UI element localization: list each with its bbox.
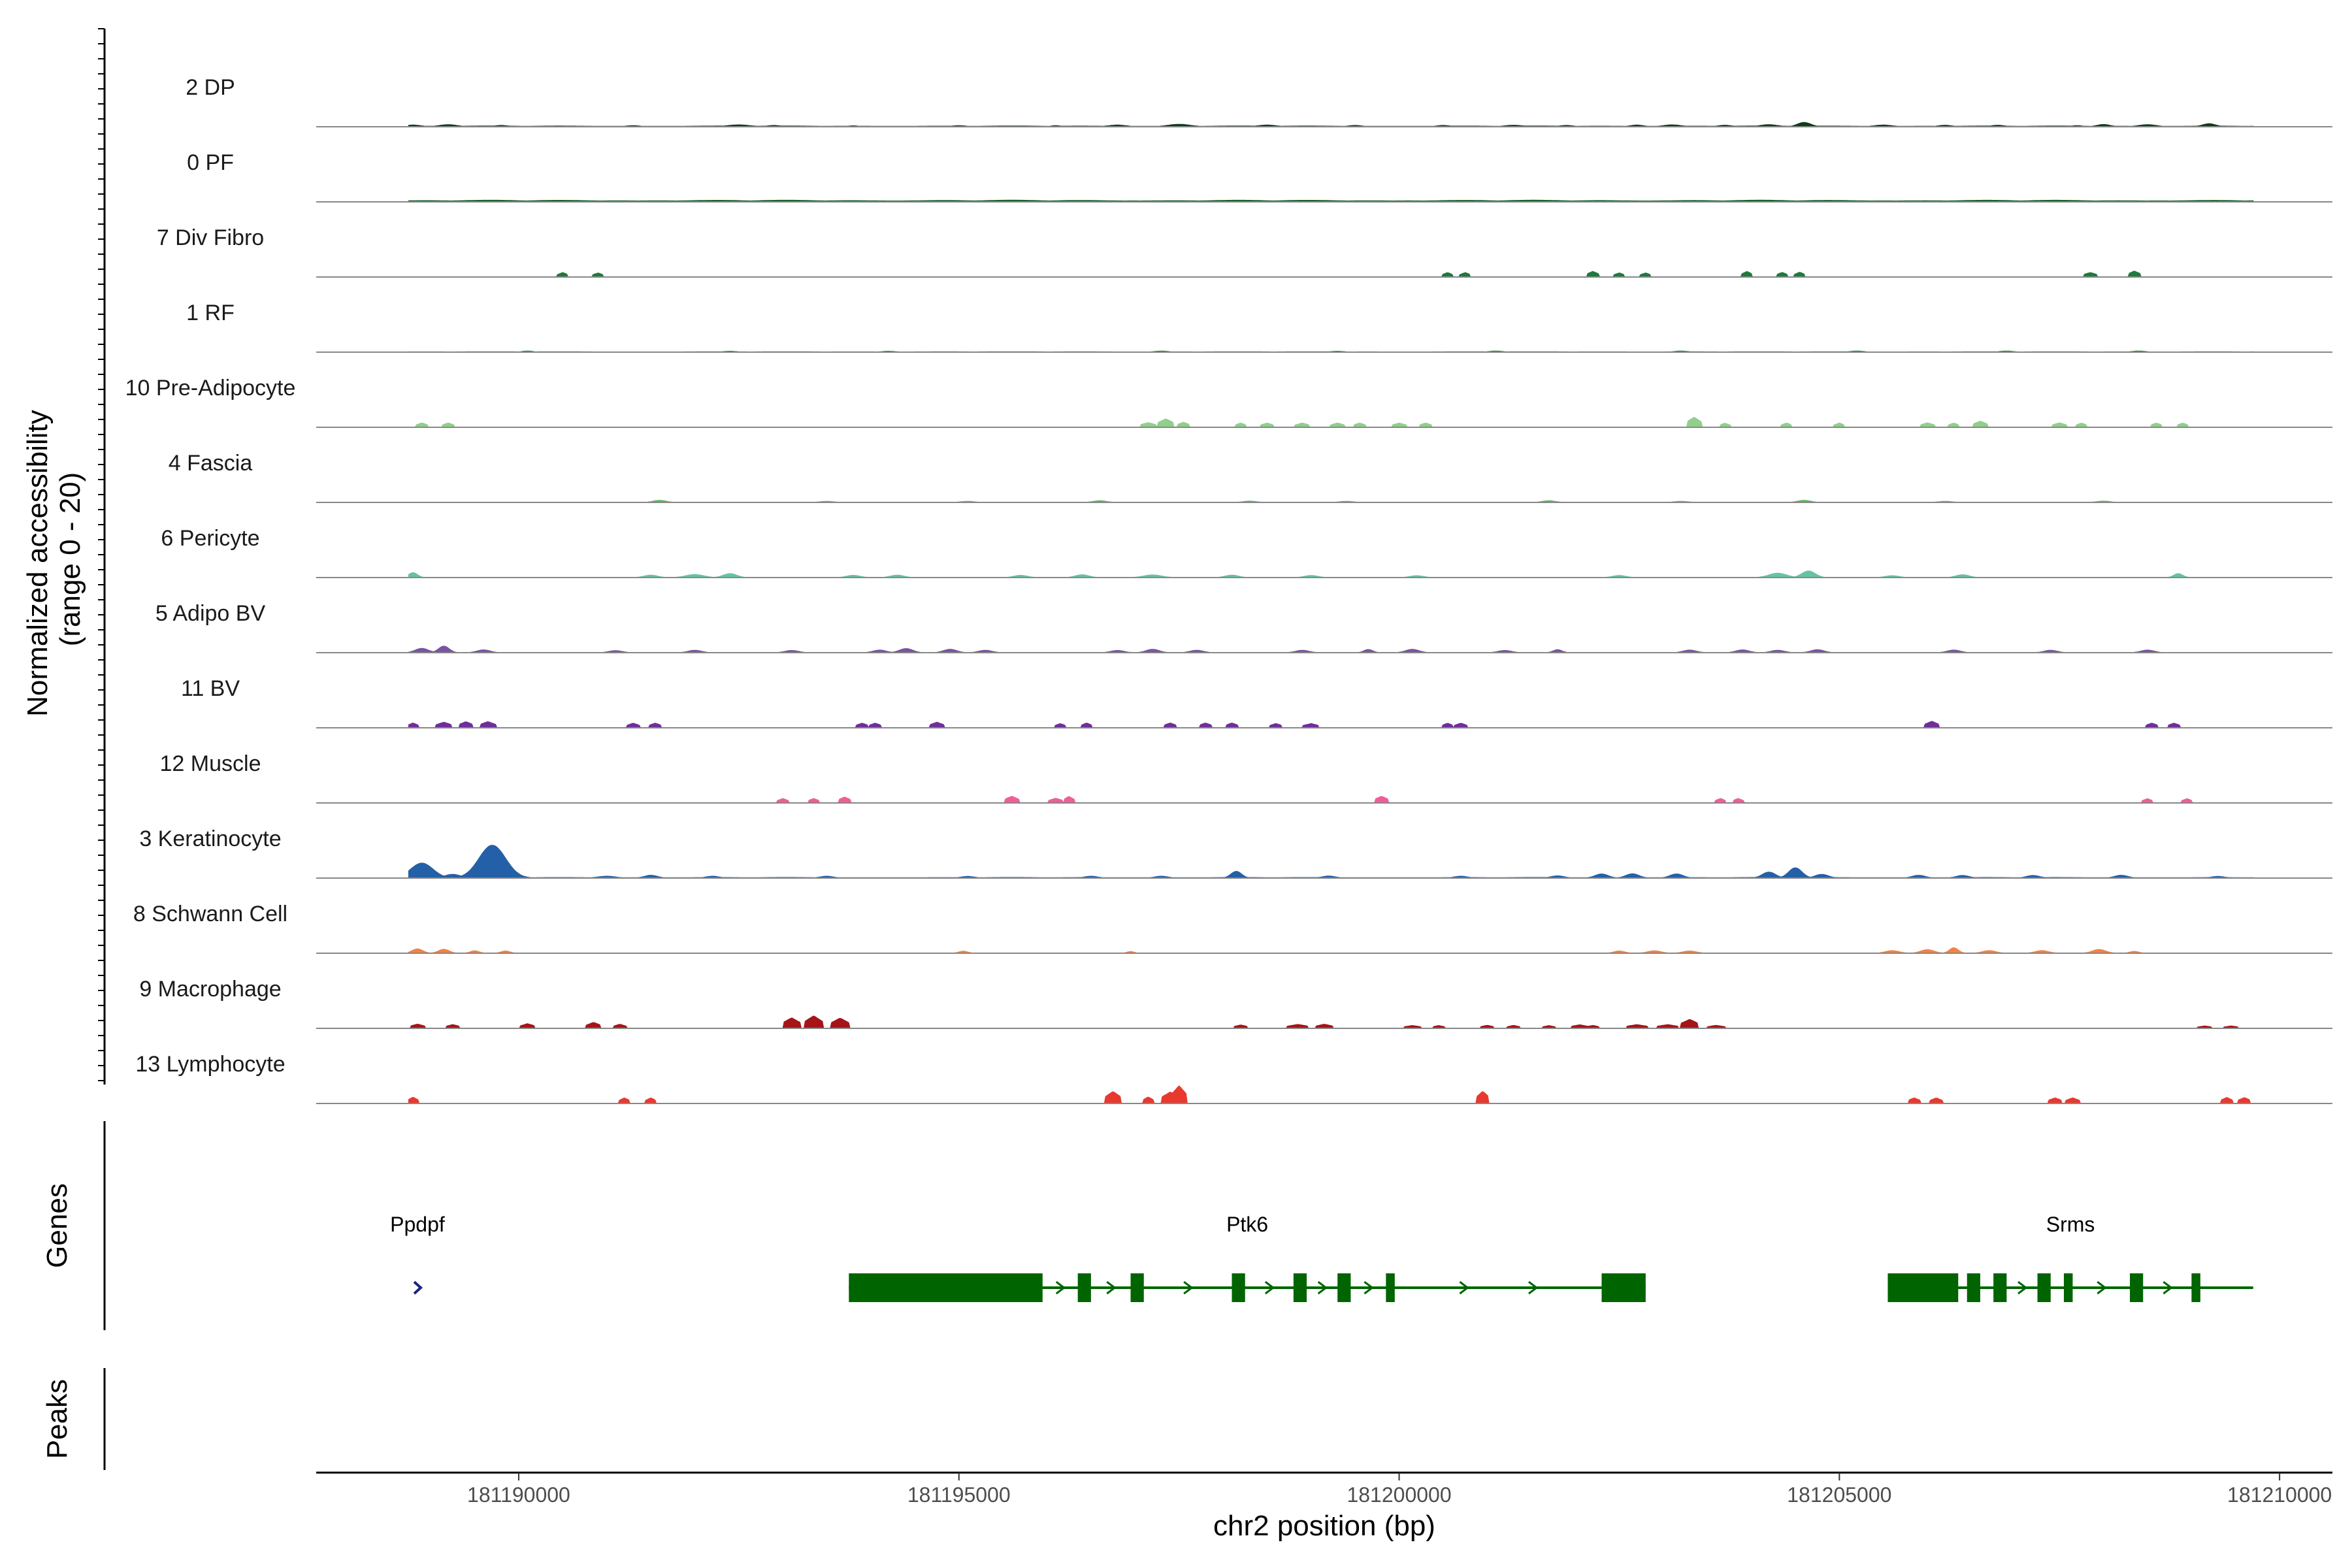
track-7-div-fibro: 7 Div Fibro [157,225,2332,278]
peaks-track: Peaks [41,1368,106,1470]
strand-arrow [1364,1281,1374,1295]
coverage-area [408,570,2254,578]
strand-arrow [1264,1281,1275,1295]
track-2-dp: 2 DP [186,75,2332,127]
coverage-area [408,1015,2253,1029]
x-tick-label: 181200000 [1347,1483,1451,1507]
y-axis-title-line2: (range 0 - 20) [54,472,86,647]
track-label: 3 Keratinocyte [139,826,281,851]
gene-exon [1887,1273,1959,1302]
track-label: 1 RF [186,301,235,325]
strand-arrow [1183,1281,1194,1295]
gene-exon [849,1273,1043,1302]
track-label: 7 Div Fibro [157,225,264,250]
track-3-keratinocyte: 3 Keratinocyte [139,826,2332,879]
y-axis-title-line1: Normalized accessibility [22,410,54,716]
strand-arrow [1528,1281,1539,1295]
track-8-schwann-cell: 8 Schwann Cell [133,902,2332,954]
gene-ppdpf: Ppdpf [390,1213,445,1295]
coverage-area [408,645,2254,653]
x-tick-label: 181205000 [1787,1483,1891,1507]
coverage-area [408,721,2253,729]
coverage-area [408,845,2254,879]
x-tick-label: 181190000 [467,1483,570,1507]
track-label: 5 Adipo BV [155,601,266,626]
gene-exon [1967,1273,1980,1302]
track-1-rf: 1 RF [186,301,2332,353]
gene-exon [2130,1273,2144,1302]
gene-label: Srms [2046,1213,2095,1236]
track-label: 8 Schwann Cell [133,902,287,926]
gene-exon [1293,1273,1307,1302]
gene-label: Ptk6 [1226,1213,1268,1236]
gene-exon [1232,1273,1245,1302]
x-axis-title: chr2 position (bp) [1213,1510,1435,1542]
strand-arrow [2163,1281,2173,1295]
strand-arrow [1055,1281,1066,1295]
gene-exon [2037,1273,2051,1302]
gene-exon [1386,1273,1395,1302]
coverage-tracks: 2 DP 0 PF 7 Div Fibro 1 RF 10 Pre-Adipocyte 4… [125,75,2332,1104]
coverage-area [408,947,2253,954]
coverage-area [408,417,2253,429]
track-label: 9 Macrophage [139,977,281,1002]
gene-exon [1337,1273,1351,1302]
strand-arrow [1106,1281,1117,1295]
coverage-area [408,270,2253,278]
track-6-pericyte: 6 Pericyte [161,526,2332,578]
gene-exon [1130,1273,1144,1302]
x-tick-label: 181195000 [907,1483,1011,1507]
strand-arrow [2017,1281,2028,1295]
gene-label: Ppdpf [390,1213,445,1236]
track-13-lymphocyte: 13 Lymphocyte [135,1052,2332,1104]
gene-annotation-track: Genes Ppdpf Ptk6 Srms [41,1121,2253,1330]
y-axis [98,28,106,1085]
genes-track-title: Genes [41,1183,73,1268]
strand-arrow [413,1281,423,1295]
track-label: 13 Lymphocyte [135,1052,285,1077]
x-axis: 181190000 181195000 181200000 181205000 1812… [316,1471,2332,1542]
track-5-adipo-bv: 5 Adipo BV [155,601,2332,653]
y-axis-title: Normalized accessibility (range 0 - 20) [22,402,86,717]
track-label: 2 DP [186,75,235,100]
track-12-muscle: 12 Muscle [160,751,2332,804]
track-label: 12 Muscle [160,751,261,776]
track-label: 4 Fascia [169,451,253,476]
x-tick-label: 181210000 [2227,1483,2332,1507]
coverage-area [408,1085,2253,1104]
gene-exon [1601,1273,1646,1302]
coverage-area [408,796,2253,804]
track-11-bv: 11 BV [181,676,2332,729]
strand-arrow [2097,1281,2107,1295]
gene-srms: Srms [1887,1213,2253,1302]
gene-exon [1077,1273,1091,1302]
track-label: 0 PF [187,150,234,175]
track-0-pf: 0 PF [187,150,2332,203]
track-9-macrophage: 9 Macrophage [139,977,2332,1029]
gene-exon [1993,1273,2007,1302]
gene-ptk6: Ptk6 [849,1213,1646,1302]
track-label: 10 Pre-Adipocyte [125,376,296,400]
track-10-pre-adipocyte: 10 Pre-Adipocyte [125,376,2332,429]
track-label: 6 Pericyte [161,526,259,551]
strand-arrow [1317,1281,1328,1295]
track-4-fascia: 4 Fascia [169,451,2332,503]
gene-exon [2063,1273,2073,1302]
peaks-track-title: Peaks [41,1379,73,1459]
track-label: 11 BV [181,676,240,701]
strand-arrow [1459,1281,1469,1295]
gene-exon [2191,1273,2200,1302]
